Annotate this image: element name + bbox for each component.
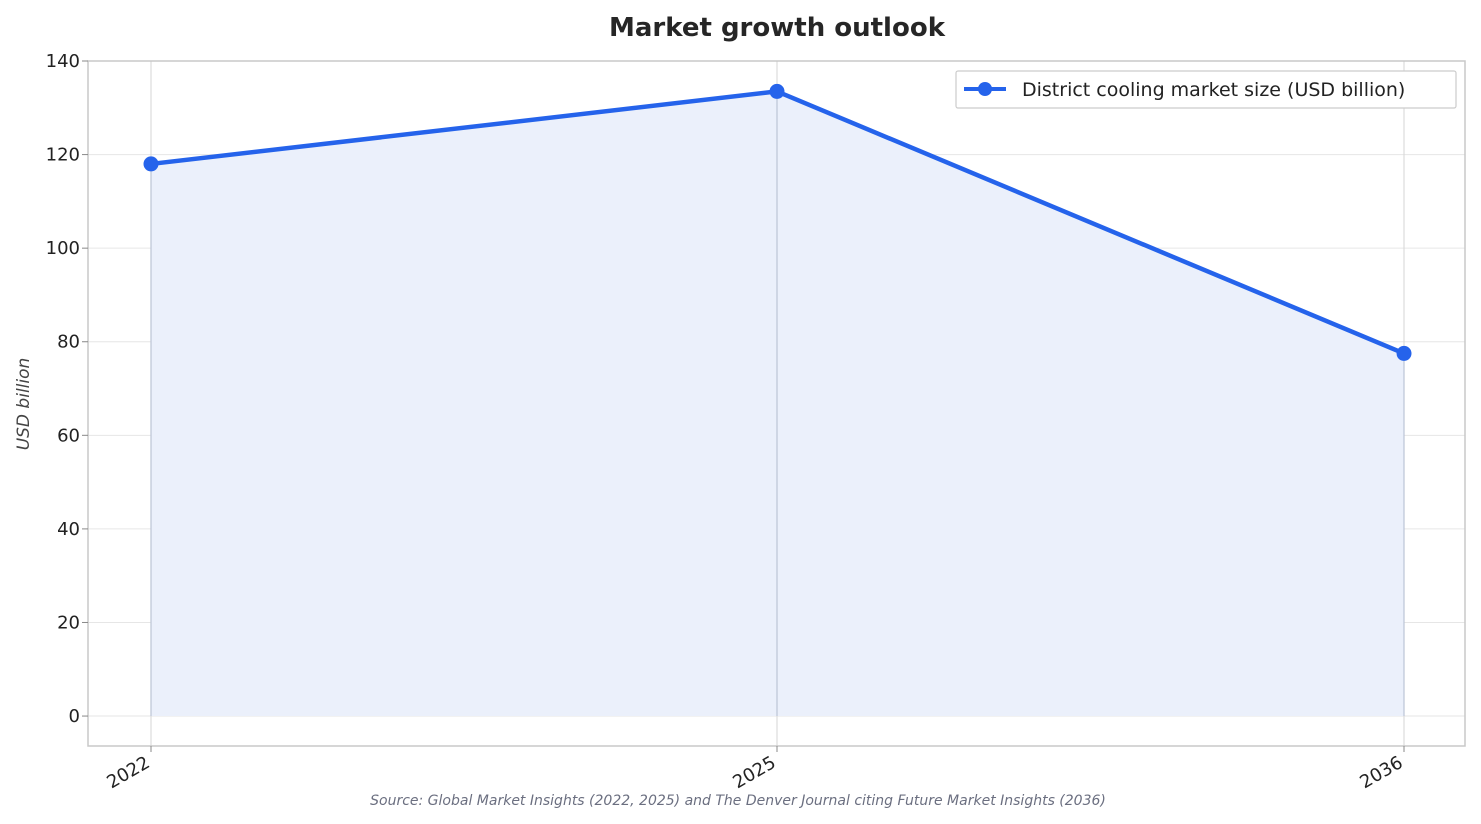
legend-label: District cooling market size (USD billio…	[1022, 79, 1405, 101]
source-note: Source: Global Market Insights (2022, 20…	[370, 793, 1106, 809]
y-axis: 0 20 40 60 80 100 120 140	[46, 51, 88, 727]
y-tick-label: 0	[69, 706, 80, 727]
data-point	[769, 83, 785, 99]
y-tick-label: 100	[46, 238, 80, 259]
y-tick-label: 40	[57, 519, 80, 540]
x-tick-label: 2025	[729, 752, 779, 793]
legend: District cooling market size (USD billio…	[955, 70, 1457, 109]
y-tick-label: 140	[46, 51, 80, 72]
x-axis: 2022 2025 2036	[103, 746, 1407, 793]
data-point	[1396, 345, 1412, 361]
y-axis-label: USD billion	[14, 358, 34, 451]
series-line	[143, 83, 1412, 361]
y-tick-label: 60	[57, 425, 80, 446]
x-tick-label: 2036	[1356, 752, 1406, 793]
y-tick-label: 20	[57, 612, 80, 633]
y-tick-label: 80	[57, 332, 80, 353]
x-tick-label: 2022	[103, 752, 153, 793]
chart-title: Market growth outlook	[609, 13, 946, 43]
data-point	[143, 156, 159, 172]
legend-point-marker	[978, 82, 992, 96]
y-tick-label: 120	[46, 145, 80, 166]
legend-box	[955, 70, 1457, 109]
area-fill	[150, 91, 1405, 717]
